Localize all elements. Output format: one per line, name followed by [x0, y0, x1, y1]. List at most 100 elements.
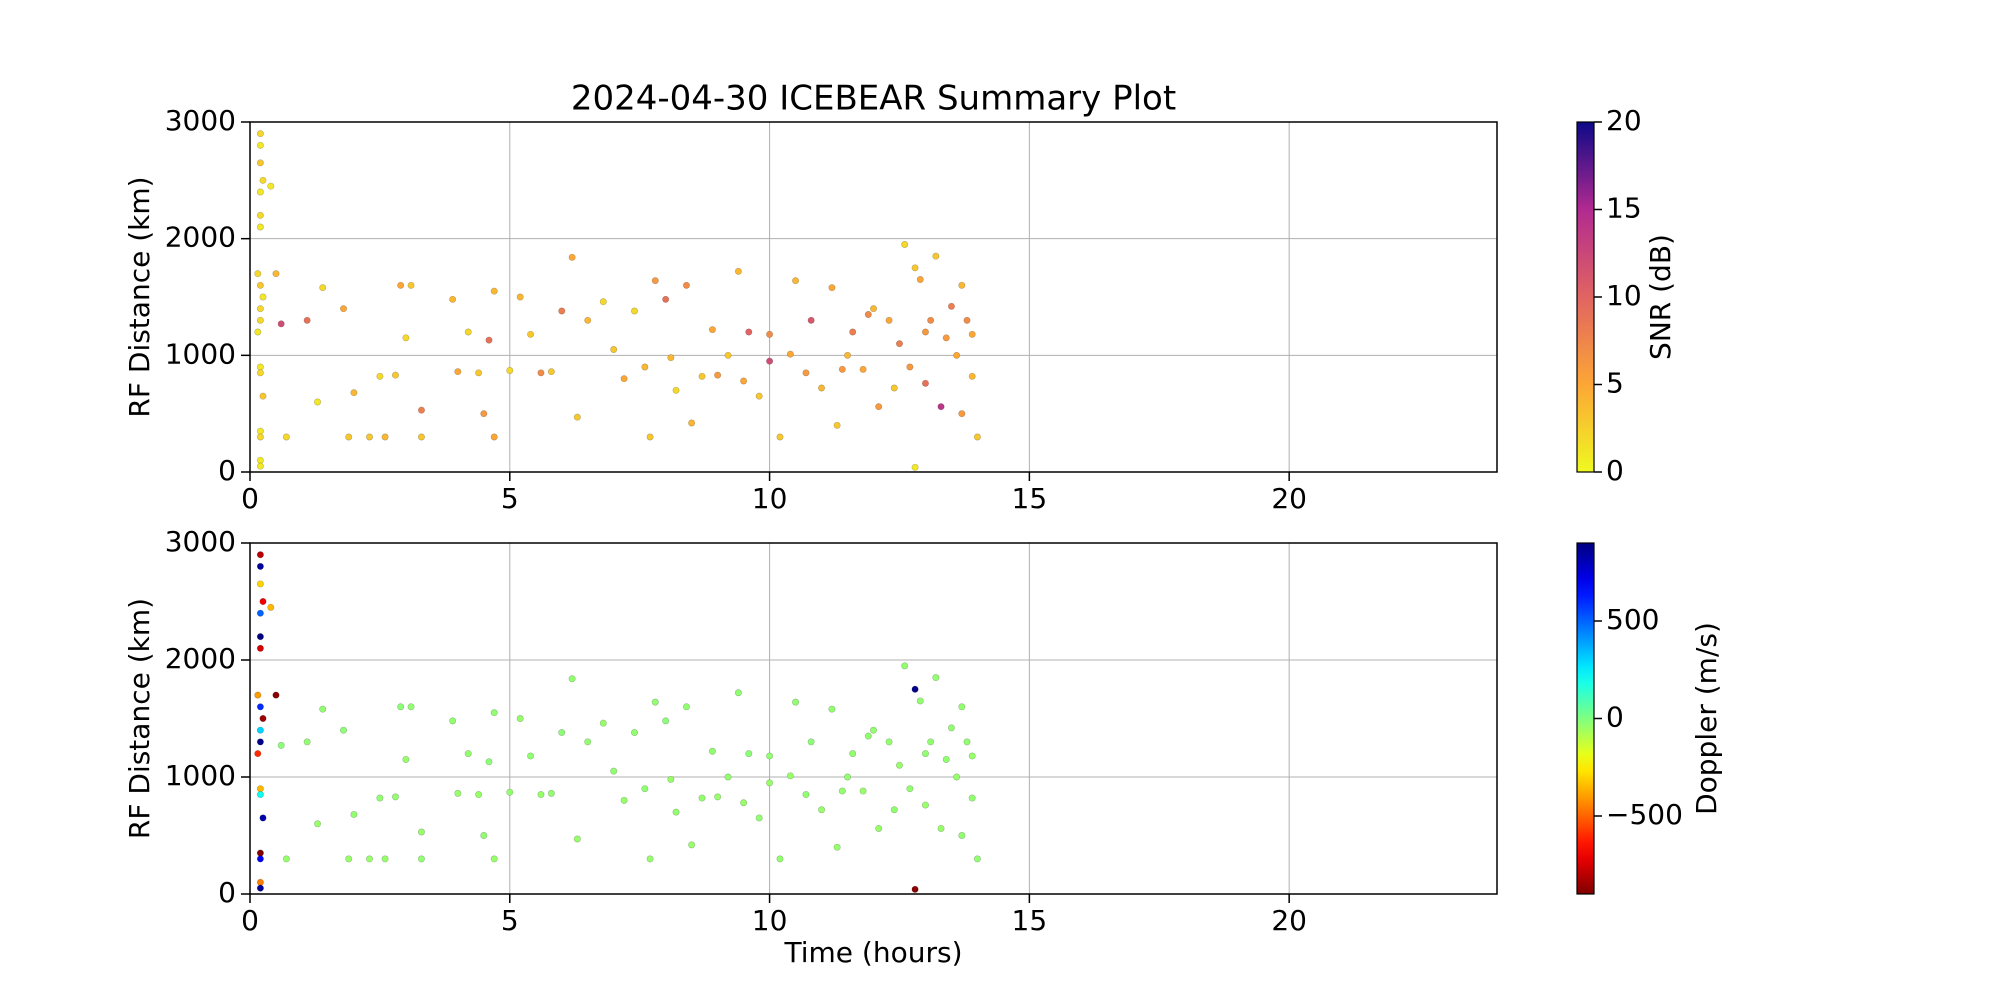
point: [937, 403, 945, 411]
colorbar-tick-label: −500: [1606, 798, 1683, 831]
point: [662, 295, 670, 303]
point: [485, 336, 493, 344]
point: [885, 738, 893, 746]
y-tick-label: 3000: [165, 104, 236, 137]
point: [584, 316, 592, 324]
point: [906, 363, 914, 371]
point: [454, 368, 462, 376]
point: [911, 885, 919, 893]
point: [610, 345, 618, 353]
point: [766, 752, 774, 760]
colorbar-tick-label: 0: [1606, 701, 1624, 734]
colorbar-tick-label: 5: [1606, 367, 1624, 400]
point: [890, 384, 898, 392]
point: [366, 433, 374, 441]
x-tick-label: 20: [1271, 482, 1307, 515]
x-tick-label: 5: [501, 482, 519, 515]
point: [864, 310, 872, 318]
point: [464, 750, 472, 758]
point: [911, 463, 919, 471]
point: [516, 293, 524, 301]
point: [256, 456, 264, 464]
point: [475, 791, 483, 799]
point: [256, 141, 264, 149]
point: [303, 738, 311, 746]
point: [256, 188, 264, 196]
point: [818, 806, 826, 814]
point: [381, 433, 389, 441]
point: [802, 791, 810, 799]
point: [792, 698, 800, 706]
point: [256, 433, 264, 441]
point: [568, 675, 576, 683]
point: [724, 351, 732, 359]
y-tick-label: 1000: [165, 337, 236, 370]
point: [662, 717, 670, 725]
point: [890, 806, 898, 814]
point: [667, 354, 675, 362]
point: [901, 662, 909, 670]
point: [402, 755, 410, 763]
point: [259, 293, 267, 301]
point: [506, 366, 514, 374]
y-tick-label: 0: [218, 454, 236, 487]
point: [558, 729, 566, 737]
point: [838, 365, 846, 373]
point: [911, 685, 919, 693]
point: [256, 703, 264, 711]
point: [672, 386, 680, 394]
point: [786, 350, 794, 358]
point: [417, 406, 425, 414]
point: [254, 691, 262, 699]
point: [927, 738, 935, 746]
point: [417, 855, 425, 863]
x-axis-label: Time (hours): [784, 936, 963, 969]
point: [256, 369, 264, 377]
point: [916, 275, 924, 283]
colorbar-label: SNR (dB): [1644, 234, 1677, 360]
point: [490, 287, 498, 295]
point: [314, 820, 322, 828]
point: [256, 726, 264, 734]
point: [256, 211, 264, 219]
point: [485, 758, 493, 766]
point: [256, 791, 264, 799]
point: [807, 738, 815, 746]
point: [682, 281, 690, 289]
colorbar-tick-label: 20: [1606, 104, 1642, 137]
point: [391, 371, 399, 379]
point: [506, 788, 514, 796]
point: [350, 810, 358, 818]
axes-frame: [249, 121, 1498, 473]
point: [755, 392, 763, 400]
point: [973, 433, 981, 441]
point: [859, 787, 867, 795]
point: [864, 732, 872, 740]
point: [667, 775, 675, 783]
point: [256, 551, 264, 559]
point: [958, 703, 966, 711]
point: [937, 824, 945, 832]
point: [259, 597, 267, 605]
point: [490, 709, 498, 717]
point: [620, 375, 628, 383]
point: [745, 750, 753, 758]
colorbar: [1576, 542, 1595, 895]
point: [319, 705, 327, 713]
point: [256, 580, 264, 588]
point: [968, 752, 976, 760]
point: [641, 363, 649, 371]
point: [828, 284, 836, 292]
point: [319, 284, 327, 292]
point: [849, 750, 857, 758]
point: [932, 252, 940, 260]
point: [490, 433, 498, 441]
point: [259, 392, 267, 400]
point: [449, 295, 457, 303]
x-tick-label: 20: [1271, 904, 1307, 937]
point: [516, 714, 524, 722]
point: [714, 793, 722, 801]
axes-frame: [249, 542, 1498, 895]
point: [259, 176, 267, 184]
